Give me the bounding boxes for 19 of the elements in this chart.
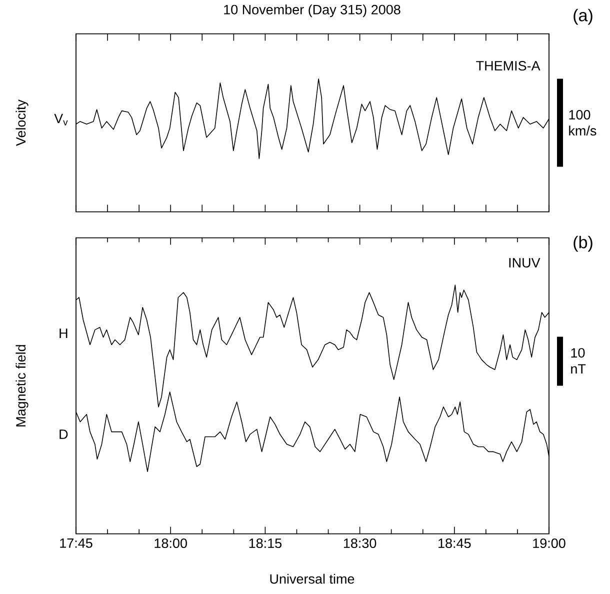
text: INUV: [509, 258, 540, 268]
series-label: H: [60, 328, 68, 338]
x-tick-label: 19:00: [533, 538, 566, 548]
chart-title: 10 November (Day 315) 2008: [224, 4, 400, 18]
text: (b): [574, 236, 592, 252]
x-tick-label: 17:45: [60, 538, 92, 548]
x-tick-label: 18:15: [249, 538, 282, 548]
y-axis-title: Magnetic field: [16, 345, 28, 426]
x-tick-label: 18:45: [438, 538, 471, 548]
y-axis-title: Velocity: [16, 100, 28, 146]
x-axis-title: Universal time: [270, 574, 354, 584]
series-label: V$_{v}$: [54, 114, 68, 126]
series-label: D: [60, 430, 68, 440]
x-tick-label: 18:00: [154, 538, 187, 548]
text: THEMIS-A: [476, 61, 540, 71]
x-tick-label: 18:30: [344, 538, 376, 548]
text: 100 km/s: [569, 110, 596, 136]
text: 10 nT: [571, 348, 586, 374]
text: (a): [574, 8, 592, 25]
